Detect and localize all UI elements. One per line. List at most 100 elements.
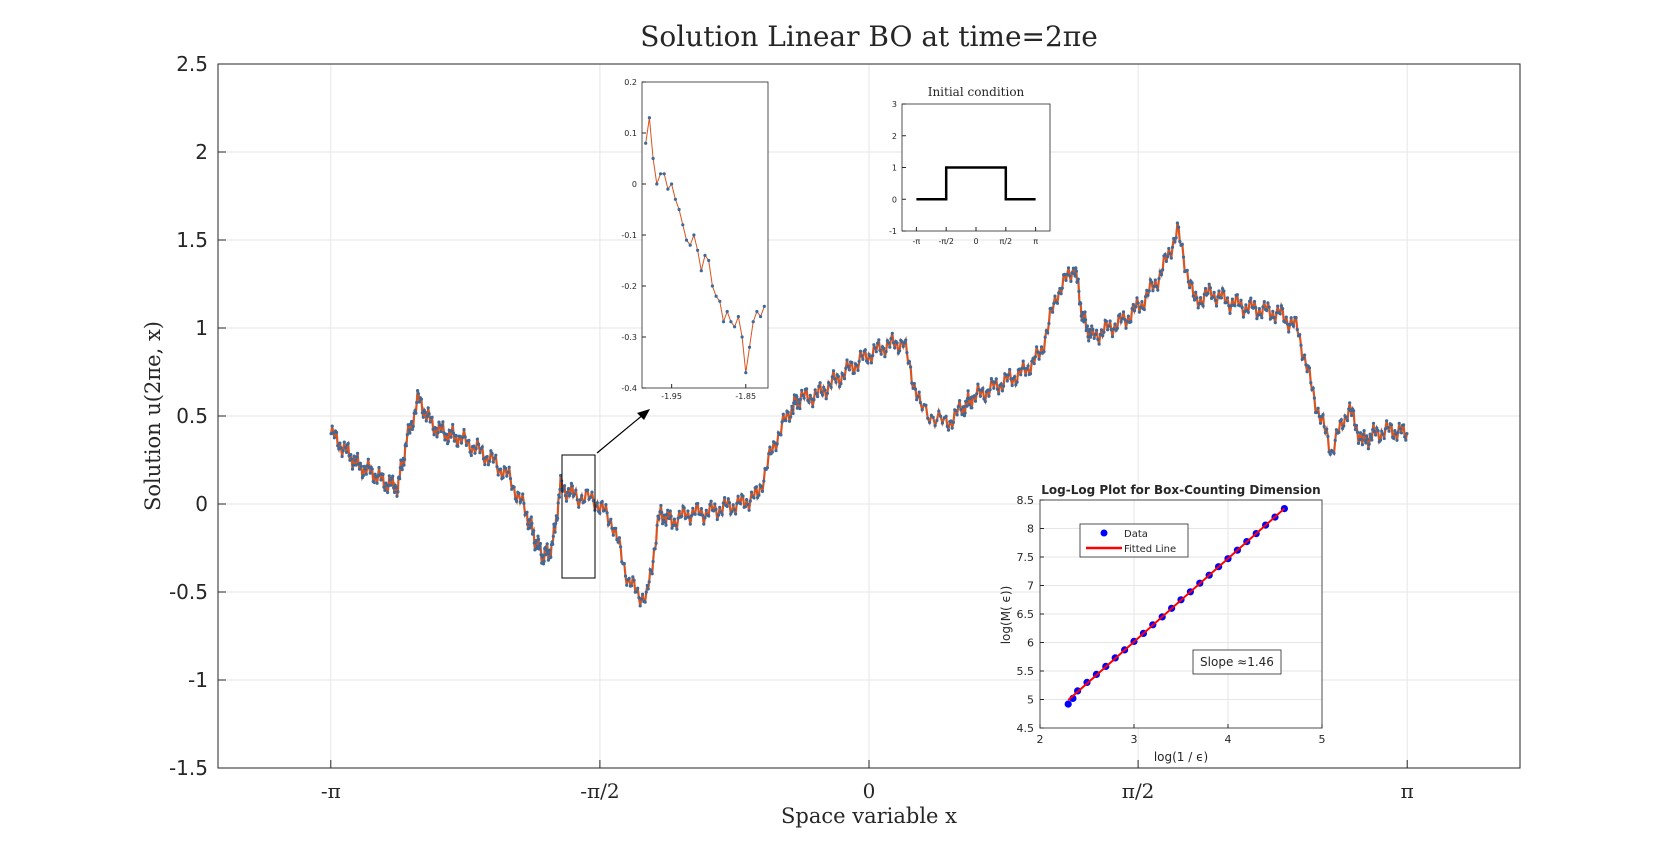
main-data-point [900,340,904,344]
main-data-point [926,416,930,420]
main-data-point [691,506,695,510]
main-data-point [400,465,404,469]
main-data-point [863,348,867,352]
main-data-point [489,449,493,453]
main-data-point [1396,430,1400,434]
main-data-point [1170,245,1175,249]
main-data-point [549,555,553,559]
main-data-point [381,472,385,476]
main-data-point [1107,324,1111,328]
main-data-point [409,422,413,426]
main-data-point [1216,295,1220,299]
main-data-point [446,439,450,444]
main-data-point [861,357,865,361]
main-data-point [674,523,678,527]
main-data-point [671,523,675,528]
main-data-point [542,559,546,563]
main-data-point [404,444,408,448]
main-xlabel: Space variable x [781,804,957,828]
main-data-point [1380,429,1384,433]
main-ylabel: Solution u(2πe, x) [141,321,165,511]
main-data-point [1233,304,1237,308]
main-data-point [716,513,721,517]
main-data-point [1005,379,1009,383]
main-data-point [361,474,365,478]
main-data-point [559,473,563,478]
main-data-point [450,429,454,433]
main-data-point [1148,278,1152,282]
main-data-point [1274,311,1279,315]
main-data-point [644,590,648,594]
main-data-point [807,400,811,404]
main-data-point [434,426,438,430]
main-data-point [762,479,766,483]
bc-legend-data-label: Data [1124,529,1148,540]
main-data-point [1257,307,1261,311]
main-data-point [528,526,532,530]
main-data-point [882,346,886,350]
main-data-point [668,509,672,513]
main-data-point [646,587,650,591]
main-data-point [386,490,390,495]
main-data-point [483,463,487,467]
ic-xtick-label: -π [913,237,921,246]
main-data-point [481,457,486,461]
bc-xtick-label: 3 [1131,733,1138,746]
main-data-point [797,401,801,405]
main-data-point [887,341,891,345]
main-data-point [1163,252,1167,256]
main-data-point [1083,310,1087,314]
main-data-point [1110,335,1115,339]
main-data-point [1235,293,1239,297]
main-data-point [873,346,877,350]
main-data-point [485,455,489,459]
main-data-point [1246,310,1250,314]
main-data-point [496,473,500,477]
main-data-point [1036,350,1040,354]
main-data-point [458,434,462,438]
main-data-point [1248,299,1252,303]
main-data-point [1386,426,1390,430]
main-data-point [1115,326,1119,330]
main-data-point [1305,370,1309,374]
main-data-point [981,386,985,390]
zoom-xtick-label: -1.95 [661,392,682,401]
main-data-point [608,520,612,524]
main-data-point [452,439,456,443]
main-data-point [363,467,367,471]
main-data-point [1125,319,1129,324]
main-data-point [1192,298,1197,302]
bc-legend-fit-label: Fitted Line [1124,544,1176,555]
box-counting-chart: 2 3 4 5 4.5 5 5.5 6 6.5 7 7.5 8 8.5 Log-Log Plot for… [999,483,1326,764]
main-data-point [1332,451,1336,455]
main-data-point [1368,432,1372,436]
main-data-point [1144,295,1148,299]
main-data-point [353,458,357,462]
main-data-point [1191,294,1195,298]
main-data-point [655,523,659,527]
main-data-point [543,546,547,550]
main-data-point [358,461,362,465]
main-data-point [544,553,548,557]
main-data-point [617,536,622,540]
main-data-point [1348,401,1352,405]
main-data-point [973,399,978,403]
main-data-point [551,542,555,547]
main-data-point [775,442,779,446]
main-data-point [395,494,399,498]
zoom-data-point [666,187,670,191]
main-data-point [419,397,423,401]
zoom-data-point [725,309,729,314]
bc-ytick-label: 6.5 [1017,608,1035,621]
main-data-point [959,407,963,411]
main-data-point [802,396,806,400]
main-data-point [1190,281,1194,285]
main-data-point [1405,432,1409,436]
main-data-point [1076,277,1080,281]
main-data-point [637,596,641,600]
main-data-point [1309,381,1313,385]
bc-data-point [1064,700,1072,708]
main-data-point [1074,266,1078,270]
zoom-data-point [673,197,678,201]
main-data-point [554,521,558,526]
